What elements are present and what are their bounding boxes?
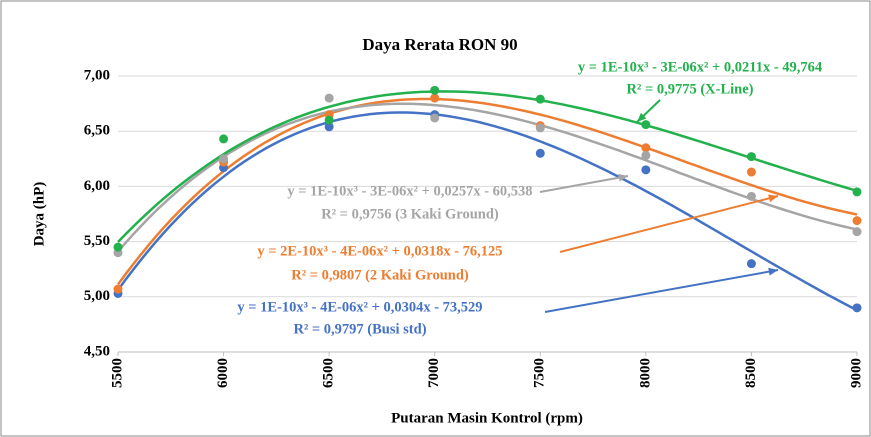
annotation-text: y = 1E-10x³ - 3E-06x² + 0,0211x - 49,764	[578, 59, 822, 75]
data-point	[324, 122, 334, 132]
trendline	[116, 97, 858, 286]
data-point	[641, 120, 651, 130]
annotation-arrow	[544, 269, 779, 313]
annotation-arrowhead	[637, 112, 647, 122]
data-point	[219, 154, 229, 164]
data-point	[746, 191, 756, 201]
data-point	[746, 259, 756, 269]
data-point	[852, 303, 862, 313]
y-tick-label: 7,00	[84, 67, 110, 83]
data-point	[535, 148, 545, 158]
data-point	[852, 216, 862, 226]
x-tick-label: 6000	[215, 358, 231, 388]
trendline	[117, 90, 858, 243]
y-tick-label: 4,50	[84, 343, 110, 359]
annotation-arrowhead	[768, 267, 778, 276]
data-point	[535, 94, 545, 104]
data-point	[219, 134, 229, 144]
data-point	[641, 143, 651, 153]
annotation-arrowhead	[618, 173, 628, 182]
annotation-text: y = 2E-10x³ - 4E-06x² + 0,0318x - 76,125	[257, 243, 502, 259]
annotation-text: y = 1E-10x³ - 3E-06x² + 0,0257x - 60,538	[287, 183, 532, 199]
x-tick-label: 5500	[109, 358, 125, 388]
chart-title: Daya Rerata RON 90	[362, 35, 517, 54]
annotation-text: R² = 0,9775 (X-Line)	[627, 81, 754, 97]
data-point	[746, 152, 756, 162]
data-point	[324, 93, 334, 103]
trendline	[117, 102, 858, 253]
x-tick-label: 8000	[637, 358, 653, 388]
data-point	[430, 85, 440, 95]
data-point	[113, 242, 123, 252]
data-point	[324, 115, 334, 125]
y-tick-label: 5,00	[84, 288, 110, 304]
y-tick-label: 5,50	[84, 233, 110, 249]
x-tick-label: 9000	[848, 358, 864, 388]
data-point	[535, 123, 545, 133]
annotation-text: y = 1E-10x³ - 4E-06x² + 0,0304x - 73,529	[237, 299, 482, 315]
annotation-text: R² = 0,9756 (3 Kaki Ground)	[321, 206, 499, 222]
annotation-arrow	[539, 175, 629, 193]
data-point	[852, 187, 862, 197]
y-tick-label: 6,50	[84, 123, 110, 139]
x-tick-label: 8500	[743, 358, 759, 388]
annotation-text: R² = 0,9797 (Busi std)	[293, 321, 426, 337]
data-point	[430, 113, 440, 123]
annotation-arrow	[559, 195, 779, 253]
data-point	[641, 150, 651, 160]
data-point	[113, 284, 123, 294]
x-tick-label: 7000	[426, 358, 442, 388]
annotation-arrowhead	[768, 194, 778, 203]
y-tick-label: 6,00	[84, 178, 110, 194]
data-point	[746, 167, 756, 177]
trendline	[116, 111, 858, 312]
x-axis-label: Putaran Masin Kontrol (rpm)	[391, 410, 583, 426]
y-axis-label: Daya (hP)	[31, 182, 47, 247]
x-tick-label: 7500	[532, 358, 548, 388]
data-point	[852, 227, 862, 237]
annotation-text: R² = 0,9807 (2 Kaki Ground)	[291, 267, 469, 283]
x-tick-label: 6500	[321, 358, 337, 388]
data-point	[430, 93, 440, 103]
data-point	[641, 165, 651, 175]
